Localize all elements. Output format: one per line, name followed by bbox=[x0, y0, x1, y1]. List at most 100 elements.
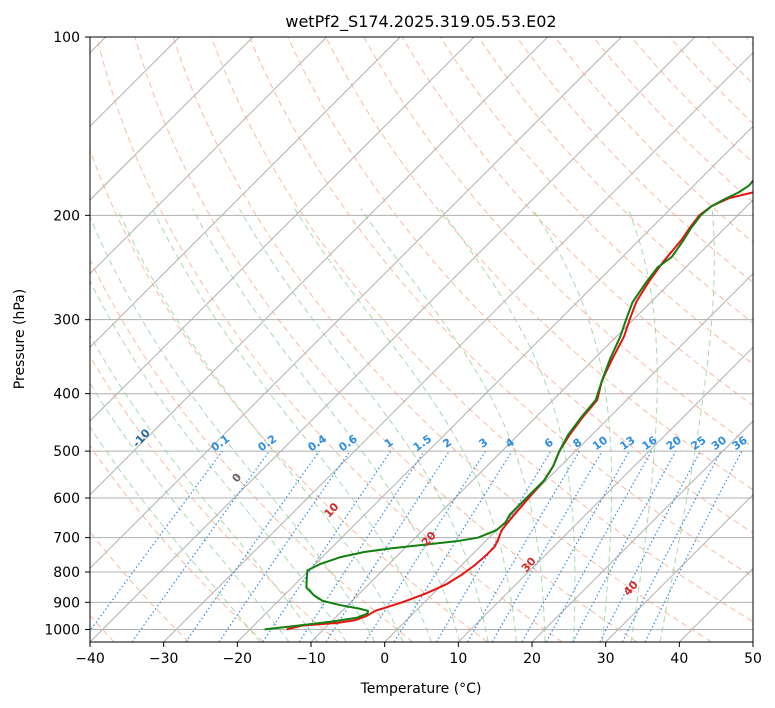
isotherm--30 bbox=[163, 51, 753, 642]
dry-adiabat bbox=[96, 37, 563, 642]
isotherm--10 bbox=[310, 199, 753, 642]
x-tick-label: 30 bbox=[597, 651, 615, 667]
mixing-ratio-line bbox=[185, 450, 320, 642]
mixing-ratio-line bbox=[325, 450, 450, 642]
background-lines bbox=[90, 37, 753, 642]
dry-adiabat bbox=[90, 531, 190, 642]
dry-adiabat bbox=[90, 148, 488, 642]
y-tick-label: 800 bbox=[53, 565, 80, 581]
moist-adiabat bbox=[90, 382, 290, 642]
moist-adiabat bbox=[192, 208, 461, 642]
x-tick-label: −10 bbox=[296, 651, 326, 667]
dry-adiabat bbox=[516, 37, 753, 284]
moist-adiabat bbox=[532, 208, 613, 642]
dry-adiabat bbox=[325, 37, 753, 491]
moist-adiabat bbox=[90, 334, 319, 642]
y-tick-label: 600 bbox=[53, 491, 80, 507]
y-tick-label: 700 bbox=[53, 531, 80, 547]
dry-adiabat bbox=[172, 37, 712, 642]
isotherm--20 bbox=[236, 125, 753, 642]
mixing-ratio-label: 30 bbox=[709, 433, 729, 453]
isotherm--60 bbox=[90, 37, 549, 496]
mixing-ratio-label: 16 bbox=[640, 433, 660, 453]
dry-adiabat bbox=[90, 355, 339, 642]
mixing-ratio-line bbox=[298, 450, 425, 642]
mixing-ratio-label: 10 bbox=[590, 433, 610, 453]
dry-adiabat bbox=[134, 37, 638, 642]
dry-adiabat bbox=[249, 37, 753, 578]
y-tick-label: 400 bbox=[53, 387, 80, 403]
dry-adiabat bbox=[210, 37, 753, 623]
x-tick-label: 10 bbox=[449, 651, 467, 667]
moist-adiabat bbox=[360, 208, 546, 642]
isotherm--80 bbox=[90, 37, 401, 349]
y-tick-label: 100 bbox=[53, 30, 80, 46]
x-tick-label: 40 bbox=[670, 651, 688, 667]
dewpoint-profile-line bbox=[264, 179, 753, 631]
x-tick-label: −40 bbox=[75, 651, 105, 667]
x-tick-label: −20 bbox=[223, 651, 253, 667]
mixing-ratio-line bbox=[131, 450, 270, 642]
mixing-ratio-label: 25 bbox=[689, 434, 709, 453]
mixing-ratio-label: 36 bbox=[730, 433, 750, 453]
moist-adiabat bbox=[90, 426, 261, 642]
mixing-ratio-line bbox=[262, 450, 392, 642]
isotherm-30 bbox=[605, 493, 753, 642]
isotherm-40 bbox=[678, 567, 753, 642]
mixing-ratio-line bbox=[393, 450, 513, 642]
mixing-ratio-label: 8 bbox=[571, 436, 585, 451]
plot-frame bbox=[89, 36, 754, 643]
moist-adiabat bbox=[152, 208, 432, 642]
moist-adiabat bbox=[659, 208, 715, 642]
x-axis-label: Temperature (°C) bbox=[360, 681, 482, 697]
y-tick-label: 300 bbox=[53, 313, 80, 329]
moist-adiabat bbox=[117, 208, 404, 642]
moist-adiabat bbox=[238, 208, 489, 642]
y-axis-label: Pressure (hPa) bbox=[12, 289, 28, 389]
isotherm--90 bbox=[90, 37, 328, 275]
dry-adiabat bbox=[554, 37, 753, 243]
isotherm-0 bbox=[384, 272, 753, 642]
temperature-profile-line bbox=[286, 191, 753, 631]
dry-adiabat bbox=[707, 37, 753, 85]
isotherm--40 bbox=[90, 37, 696, 642]
moist-adiabat bbox=[90, 215, 376, 642]
x-tick-label: 0 bbox=[380, 651, 389, 667]
mixing-ratio-label: 6 bbox=[542, 436, 556, 451]
dry-adiabat bbox=[287, 37, 753, 534]
dry-adiabat bbox=[669, 37, 753, 124]
x-axis-ticks: −40 −30 −20 −10 0 10 20 30 40 50 bbox=[75, 642, 762, 667]
dry-adiabat bbox=[478, 37, 753, 324]
y-tick-label: 1000 bbox=[44, 622, 80, 638]
line-labels: 0.10.20.40.611.52346810131620253036-100-… bbox=[130, 426, 750, 598]
moist-adiabat bbox=[627, 208, 658, 642]
x-tick-label: 50 bbox=[744, 651, 762, 667]
isotherm-20 bbox=[531, 420, 753, 642]
mixing-ratio-label: 3 bbox=[477, 436, 491, 451]
moist-adiabat bbox=[294, 208, 517, 642]
mixing-ratio-line bbox=[599, 450, 702, 642]
chart-title: wetPf2_S174.2025.319.05.53.E02 bbox=[285, 12, 556, 32]
isotherm--70 bbox=[90, 37, 475, 422]
dry-adiabat bbox=[592, 37, 753, 203]
y-tick-label: 500 bbox=[53, 444, 80, 460]
mixing-ratio-label: 13 bbox=[617, 434, 637, 453]
moist-adiabat bbox=[90, 279, 347, 642]
mixing-ratio-line bbox=[90, 450, 223, 632]
y-axis-ticks: 1000 900 800 700 600 500 400 300 200 100 bbox=[44, 30, 90, 638]
isotherm-50 bbox=[752, 641, 753, 642]
moist-adiabat bbox=[439, 208, 576, 642]
series-group bbox=[264, 179, 753, 631]
dry-adiabat bbox=[745, 37, 753, 46]
mixing-ratio-line bbox=[644, 450, 743, 642]
mixing-ratio-line bbox=[218, 450, 351, 642]
dry-adiabat bbox=[90, 258, 414, 642]
mixing-ratio-label: 2 bbox=[440, 436, 454, 451]
mixing-ratio-line bbox=[521, 450, 631, 642]
y-tick-label: 900 bbox=[53, 595, 80, 611]
isotherm--50 bbox=[90, 37, 622, 570]
isotherm--100 bbox=[90, 37, 254, 201]
mixing-ratio-line bbox=[572, 450, 677, 642]
y-tick-label: 200 bbox=[53, 208, 80, 224]
